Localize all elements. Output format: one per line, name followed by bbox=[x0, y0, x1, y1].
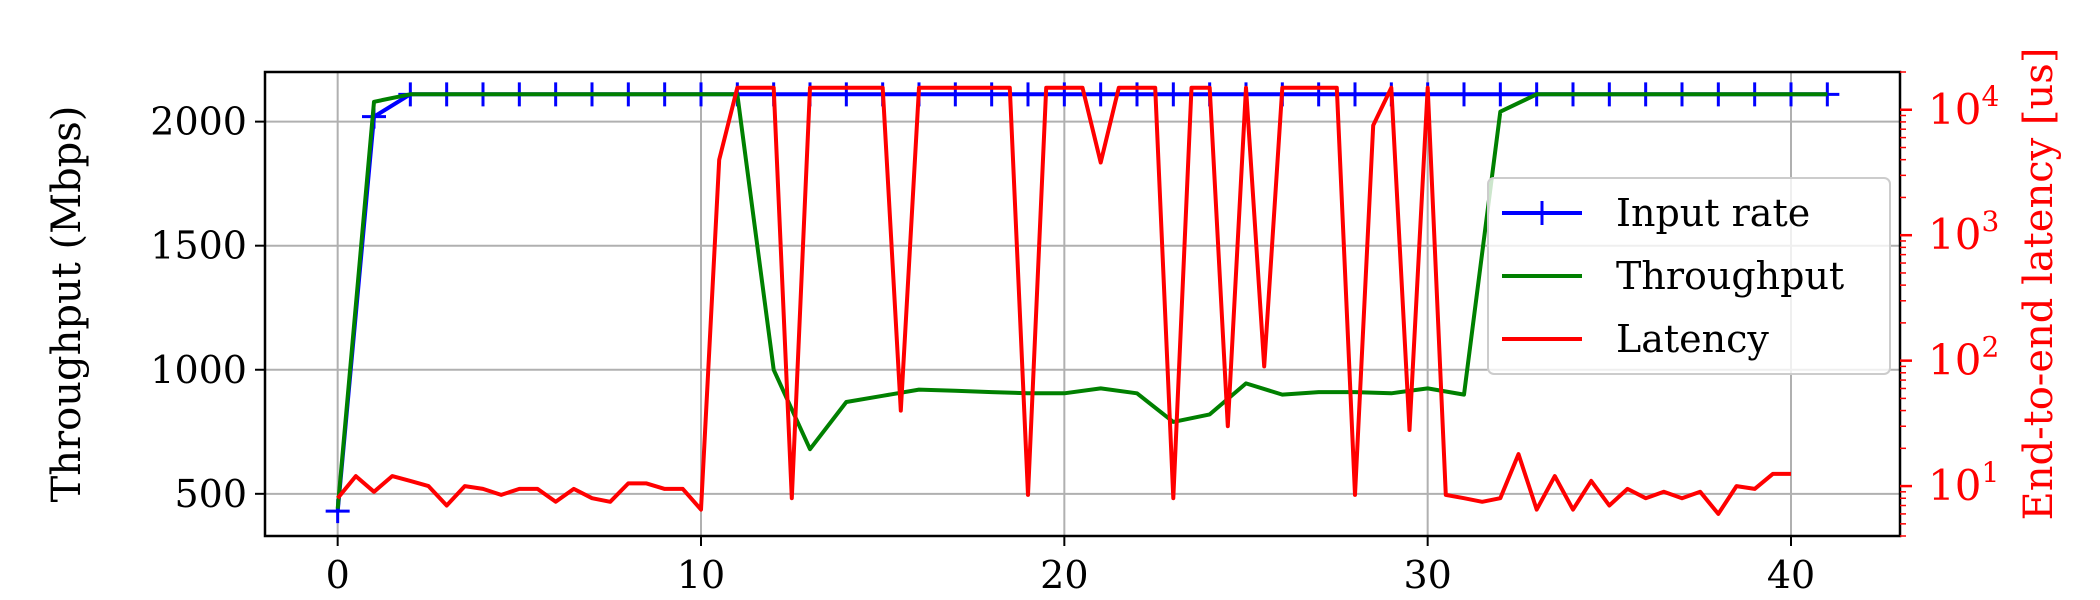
series-marker-input_rate bbox=[1452, 82, 1476, 107]
series-line-latency bbox=[336, 85, 1791, 516]
y-tick-label-left: 500 bbox=[174, 472, 247, 516]
series-marker-input_rate bbox=[1343, 82, 1367, 107]
legend-box bbox=[1487, 177, 1891, 375]
y-tick-label-right: 102 bbox=[1928, 331, 1999, 385]
plot-frame bbox=[263, 70, 1902, 538]
y-tick-label-left: 1500 bbox=[150, 224, 247, 268]
legend-marker-input-rate bbox=[1530, 201, 1554, 225]
series-marker-input_rate bbox=[1016, 82, 1040, 107]
y-axis-label-right: End-to-end latency [us] bbox=[2016, 48, 2062, 521]
y-tick-label-left: 2000 bbox=[150, 100, 247, 144]
x-tick-label: 20 bbox=[1040, 553, 1088, 597]
y-axis-label-left: Throughput (Mbps) bbox=[44, 106, 90, 503]
y-tick-label-right: 104 bbox=[1928, 80, 1999, 134]
y-tick-label-left: 1000 bbox=[150, 348, 247, 392]
legend: Input rate Throughput Latency bbox=[1487, 177, 1891, 375]
series-marker-input_rate bbox=[1088, 82, 1113, 107]
legend-label-throughput: Throughput bbox=[1616, 254, 1844, 298]
series-line-throughput bbox=[335, 92, 1828, 509]
series-layer bbox=[325, 82, 1840, 524]
x-tick-label: 10 bbox=[677, 553, 725, 597]
x-tick-label: 30 bbox=[1403, 553, 1451, 597]
x-tick-label: 40 bbox=[1767, 553, 1815, 597]
legend-label-input-rate: Input rate bbox=[1616, 191, 1810, 235]
y-tick-label-right: 103 bbox=[1928, 205, 1999, 259]
series-marker-input_rate bbox=[1488, 82, 1513, 107]
series-marker-input_rate bbox=[1161, 82, 1186, 107]
x-tick-label: 0 bbox=[326, 553, 350, 597]
legend-label-latency: Latency bbox=[1616, 317, 1769, 361]
y-tick-label-right: 101 bbox=[1928, 456, 1999, 510]
